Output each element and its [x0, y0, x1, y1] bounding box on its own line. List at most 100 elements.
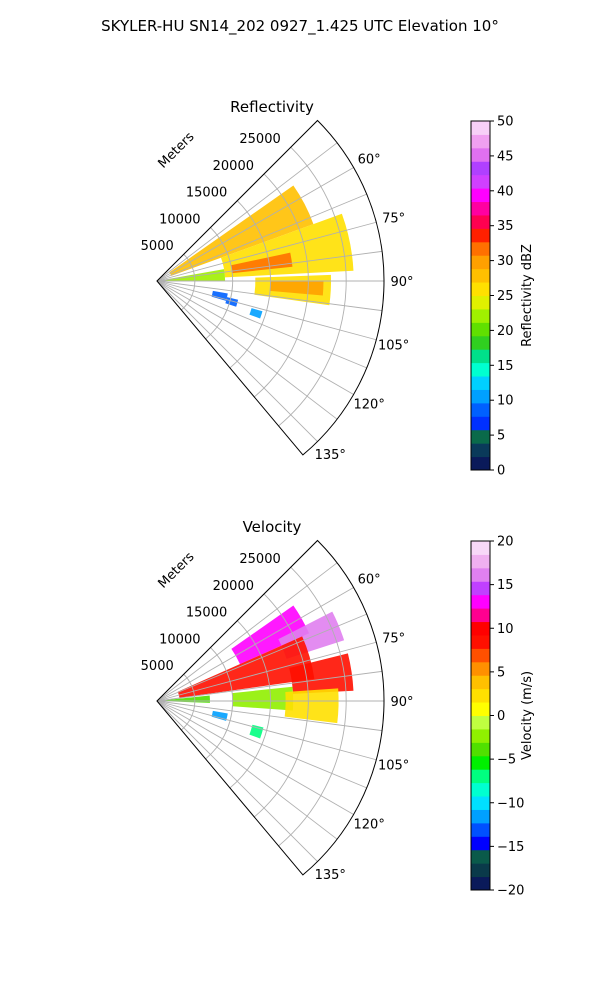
- colorbar-segment: [471, 389, 490, 404]
- azimuth-spoke: [156, 700, 383, 732]
- colorbar-segment: [471, 322, 490, 337]
- azimuth-spoke: [156, 280, 377, 341]
- colorbar-segment: [471, 429, 490, 444]
- echo-region: [249, 308, 263, 319]
- colorbar-tick-label: 10: [497, 394, 514, 409]
- panel-title: Velocity: [243, 518, 302, 536]
- echo-region: [177, 636, 315, 698]
- colorbar-segment: [471, 796, 490, 810]
- echo-region: [289, 653, 354, 694]
- colorbar-segment: [471, 661, 490, 676]
- colorbar-segment: [471, 675, 490, 690]
- range-tick-label: 10000: [159, 212, 200, 227]
- colorbar-segment: [471, 268, 490, 283]
- radar-panels: Reflectivity60°75°90°105°120°135°5000100…: [141, 98, 535, 899]
- colorbar-segment: [471, 567, 490, 582]
- echo-region: [231, 252, 293, 274]
- echo-region: [232, 686, 294, 711]
- range-tick-label: 15000: [186, 186, 227, 201]
- azimuth-spoke: [156, 221, 377, 282]
- azimuth-spoke: [156, 641, 377, 702]
- colorbar-tick-label: 50: [497, 115, 514, 130]
- colorbar-segment: [471, 634, 490, 649]
- colorbar: −20 −15 −10 −5 0 5 10 15 20 Velocity (m/s): [470, 535, 535, 899]
- colorbar-tick-label: −20: [497, 884, 524, 899]
- colorbar-tick-label: 40: [497, 184, 514, 199]
- azimuth-tick-label: 60°: [358, 153, 381, 168]
- colorbar-segment: [471, 849, 490, 864]
- azimuth-tick-label: 120°: [354, 398, 385, 413]
- colorbar-segment: [471, 147, 490, 162]
- colorbar-segment: [471, 188, 490, 203]
- azimuth-tick-label: 90°: [390, 695, 413, 710]
- colorbar-segment: [471, 594, 490, 609]
- azimuth-spoke: [156, 700, 318, 862]
- azimuth-tick-label: 90°: [390, 275, 413, 290]
- azimuth-spoke: [156, 613, 367, 702]
- azimuth-spoke: [156, 670, 383, 702]
- colorbar-segment: [471, 608, 490, 623]
- echo-region: [284, 688, 339, 724]
- colorbar-segment: [471, 416, 490, 431]
- colorbar-segment: [471, 134, 490, 149]
- colorbar-tick-label: 15: [497, 359, 514, 374]
- colorbar-segment: [471, 782, 490, 797]
- azimuth-spoke: [156, 280, 338, 420]
- colorbar-segment: [471, 554, 490, 569]
- colorbar: 0 5 10 15 20 25 30 35 40 45 50 Reflectivity dBZ: [470, 115, 535, 479]
- azimuth-spoke: [156, 700, 377, 761]
- range-tick-label: 20000: [213, 159, 254, 174]
- colorbar-tick-label: −15: [497, 840, 524, 855]
- range-tick-label: 25000: [239, 132, 280, 147]
- azimuth-tick-label: 135°: [315, 868, 346, 883]
- colorbar-tick-label: 0: [497, 709, 505, 724]
- colorbar-segment: [471, 443, 490, 458]
- range-ring: [278, 566, 347, 847]
- colorbar-tick-label: 0: [497, 464, 505, 479]
- echo-regions: [160, 185, 354, 319]
- range-tick-label: 10000: [159, 632, 200, 647]
- azimuth-spoke: [156, 700, 354, 815]
- colorbar-tick-label: 20: [497, 535, 514, 550]
- echo-region: [270, 281, 324, 296]
- colorbar-segment: [471, 255, 490, 270]
- azimuth-tick-label: 120°: [354, 818, 385, 833]
- colorbar-segment: [471, 769, 490, 784]
- azimuth-spoke: [156, 167, 354, 282]
- colorbar-segment: [471, 201, 490, 216]
- colorbar-segment: [471, 822, 490, 837]
- colorbar-segment: [471, 214, 490, 229]
- colorbar-segment: [471, 648, 490, 663]
- colorbar-segment: [471, 376, 490, 390]
- range-ring: [181, 253, 196, 311]
- colorbar-tick-label: 15: [497, 578, 514, 593]
- colorbar-tick-label: 35: [497, 219, 514, 234]
- azimuth-spoke: [156, 280, 318, 442]
- colorbar-segment: [471, 715, 490, 730]
- colorbar-segment: [471, 863, 490, 878]
- colorbar-segment: [471, 742, 490, 757]
- colorbar-segment: [471, 349, 490, 364]
- sector-outline: [156, 539, 385, 876]
- colorbar-tick-label: 5: [497, 665, 505, 680]
- colorbar-segment: [471, 755, 490, 770]
- azimuth-tick-label: 105°: [378, 758, 409, 773]
- echo-region: [225, 297, 239, 307]
- colorbar-label: Reflectivity dBZ: [520, 244, 535, 347]
- azimuth-spoke: [156, 280, 354, 395]
- radar-panel-1: Reflectivity60°75°90°105°120°135°5000100…: [141, 98, 535, 479]
- range-axis-label: Meters: [156, 129, 198, 171]
- range-tick-label: 5000: [141, 659, 174, 674]
- azimuth-spoke: [156, 280, 367, 369]
- echo-region: [249, 724, 264, 739]
- colorbar-tick-label: 25: [497, 289, 514, 304]
- colorbar-tick-label: 10: [497, 622, 514, 637]
- colorbar-segment: [471, 161, 490, 176]
- sector-outline: [156, 119, 385, 456]
- colorbar-segment: [471, 228, 490, 243]
- colorbar-segment: [471, 456, 490, 471]
- colorbar-tick-label: 5: [497, 429, 505, 444]
- range-ring: [181, 673, 196, 731]
- echo-regions: [160, 605, 354, 739]
- colorbar-segment: [471, 174, 490, 189]
